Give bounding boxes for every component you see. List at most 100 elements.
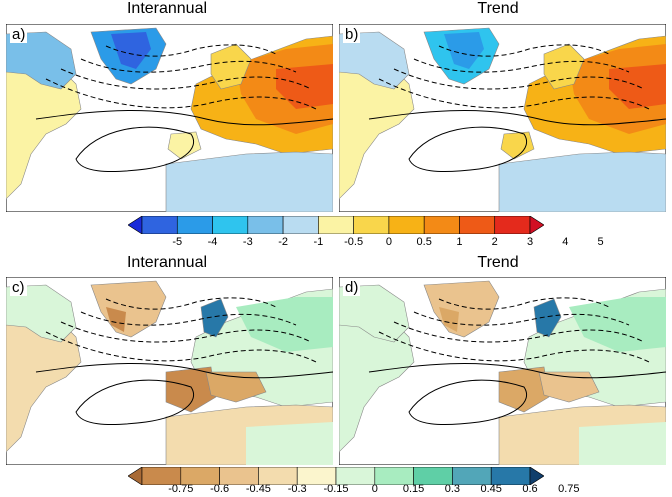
colorbar-top-segment [176,216,213,234]
contour-low-3 [80,58,297,73]
colorbar-top-segment [247,216,284,234]
colorbar-top-tick-label: -2 [278,236,288,248]
greenland-core [111,32,151,69]
scandinavia-land [210,43,252,90]
colorbar-bottom-tick-label: -0.3 [287,483,307,495]
panel-label-c: c) [10,279,27,296]
colorbar-bottom-tick-label: 0.6 [522,483,538,495]
contour-low-1 [378,331,650,363]
colorbar-top-tick-label: 0.5 [416,236,432,248]
colorbar-bottom-cap-right [529,467,544,485]
contour-low-3 [413,58,630,73]
africa-land [165,151,333,212]
title-interannual-bottom: Interannual [126,254,208,271]
map-panel-c: c) [6,277,333,465]
greenland-core [106,307,126,332]
contour-low-2 [393,68,645,90]
canada-cold [339,31,410,90]
colorbar-top-segment [141,216,178,234]
colorbar-top-segment [423,216,460,234]
contour-low-2 [60,321,312,343]
contour-low-2 [393,321,645,343]
colorbar-top-tick-label: -4 [207,236,218,248]
colorbar-top-segment [212,216,249,234]
title-trend-top: Trend [477,0,519,17]
colorbar-bottom-tick-label: 0 [371,483,378,495]
colorbar-bottom-tick-label: -0.6 [210,483,230,495]
map-c-svg [6,277,333,465]
contour-low-1 [45,78,317,110]
contour-high-2 [368,109,666,126]
title-interannual-top: Interannual [126,0,208,17]
colorbar-top [128,216,544,234]
greenland-land [423,280,500,338]
canada-land [6,284,77,343]
colorbar-top-ticks: -5 -4 -3 -2 -1 -0.5 0 0.5 1 2 3 4 5 [0,236,672,250]
contour-high-2 [368,362,666,379]
map-b-svg [339,24,666,212]
colorbar-top-tick-label: -3 [242,236,253,248]
map-a-svg [6,24,333,212]
map-panel-b: b) [339,24,666,212]
colorbar-top-segment [388,216,425,234]
colorbar-top-tick-label: -5 [172,236,183,248]
colorbar-top-tick-label: -1 [313,236,324,248]
africa-land [498,151,666,212]
contour-low-2 [60,68,312,90]
colorbar-top-tick-label: 5 [597,236,604,248]
scandinavia-land [533,298,562,338]
colorbar-top-segment [494,216,531,234]
colorbar-bottom-tick-label: 0.45 [480,483,502,495]
colorbar-bottom-tick-label: 0.15 [402,483,425,495]
canada-land [339,284,410,343]
map-d-svg [339,277,666,465]
contour-low-3 [80,311,297,326]
colorbar-top-cap-right [529,216,544,234]
colorbar-top-tick-label: 4 [562,236,569,248]
contour-high-1 [408,379,527,426]
contour-high-1 [75,379,194,426]
iberia-land [165,366,217,413]
greenland-core [444,32,484,69]
russia-green [236,297,333,352]
colorbar-top-tick-label: 2 [491,236,498,248]
contour-high-2 [35,109,333,126]
greenland-core [439,307,459,332]
contour-low-4 [438,44,610,57]
panel-label-b: b) [343,26,361,43]
panel-label-d: d) [343,279,361,296]
contour-low-4 [105,297,277,310]
contour-high-2 [35,362,333,379]
iberia-land [498,366,550,413]
colorbar-top-tick-label: -0.5 [344,236,364,248]
colorbar-bottom-ticks: -0.75 -0.6 -0.45 -0.3 -0.15 0 0.15 0.3 0.45 0.6 0.… [0,483,672,497]
scandinavia-land [543,43,585,90]
colorbar-top-segment [459,216,496,234]
contour-low-4 [105,44,277,57]
mediterranean-land [205,371,267,403]
colorbar-bottom-tick-label: -0.75 [168,483,194,495]
panel-label-a: a) [10,26,28,43]
colorbar-bottom-tick-label: 0.75 [558,483,580,495]
contour-high-1 [75,126,194,173]
colorbar-top-segment [282,216,319,234]
colorbar-bottom-tick-label: 0.3 [444,483,461,495]
contour-low-1 [45,331,317,363]
africa-green [246,422,333,465]
colorbar-top-segment [318,216,354,234]
canada-cold [6,31,77,90]
colorbar-bottom-tick-label: -0.45 [245,483,271,495]
map-panel-d: d) [339,277,666,465]
colorbar-top-tick-label: 1 [456,236,463,248]
colorbar-top-tick-label: 3 [526,236,534,248]
colorbar-top-cap-left [128,216,143,234]
contour-high-1 [408,126,527,173]
russia-green [569,297,666,352]
colorbar-bottom [128,467,544,485]
greenland-land [90,280,167,338]
title-trend-bottom: Trend [477,254,519,271]
colorbar-bottom-tick-label: -0.15 [323,483,349,495]
contour-low-4 [438,297,610,310]
mediterranean-land [538,371,600,403]
colorbar-top-segment [353,216,390,234]
